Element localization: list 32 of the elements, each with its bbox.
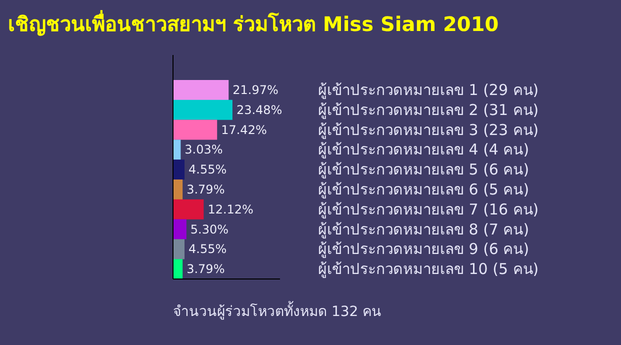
y-tick-label: ผู้เข้าประกวดหมายเลข 9 (6 คน) <box>318 240 530 258</box>
y-tick-label: ผู้เข้าประกวดหมายเลข 3 (23 คน) <box>318 120 539 139</box>
y-tick-label: ผู้เข้าประกวดหมายเลข 8 (7 คน) <box>318 220 530 238</box>
data-label: 12.12% <box>208 202 254 216</box>
bar <box>173 120 218 140</box>
data-label: 4.55% <box>188 162 227 177</box>
data-label: 17.42% <box>221 122 267 137</box>
y-tick-label: ผู้เข้าประกวดหมายเลข 6 (5 คน) <box>318 180 530 198</box>
data-label: 4.55% <box>188 242 227 256</box>
bar <box>173 259 183 280</box>
data-label: 23.48% <box>236 102 282 117</box>
data-label: 21.97% <box>232 83 278 97</box>
data-label: 3.79% <box>186 262 225 276</box>
y-tick-label: ผู้เข้าประกวดหมายเลข 1 (29 คน) <box>318 80 539 99</box>
bar <box>173 80 229 100</box>
data-label: 5.30% <box>190 222 229 236</box>
y-tick-label: ผู้เข้าประกวดหมายเลข 4 (4 คน) <box>318 140 530 159</box>
text: จำนวนผู้ร่วมโหวตทั้งหมด 132 คน <box>173 300 382 322</box>
y-tick-label: ผู้เข้าประกวดหมายเลข 5 (6 คน) <box>318 160 530 179</box>
bar <box>173 160 185 180</box>
bar <box>173 219 186 240</box>
chart-title: เชิญชวนเพื่อนชาวสยามฯ ร่วมโหวต Miss Siam 2010 <box>8 9 499 38</box>
y-tick-label: ผู้เข้าประกวดหมายเลข 2 (31 คน) <box>318 100 539 119</box>
bar <box>173 180 183 200</box>
y-tick-label: ผู้เข้าประกวดหมายเลข 10 (5 คน) <box>318 260 539 278</box>
bar <box>173 199 204 220</box>
data-label: 3.03% <box>184 142 223 157</box>
y-tick-label: ผู้เข้าประกวดหมายเลข 7 (16 คน) <box>318 200 539 218</box>
bar <box>173 239 185 260</box>
bar <box>173 100 232 120</box>
data-label: 3.79% <box>186 182 225 196</box>
bar <box>173 140 181 160</box>
